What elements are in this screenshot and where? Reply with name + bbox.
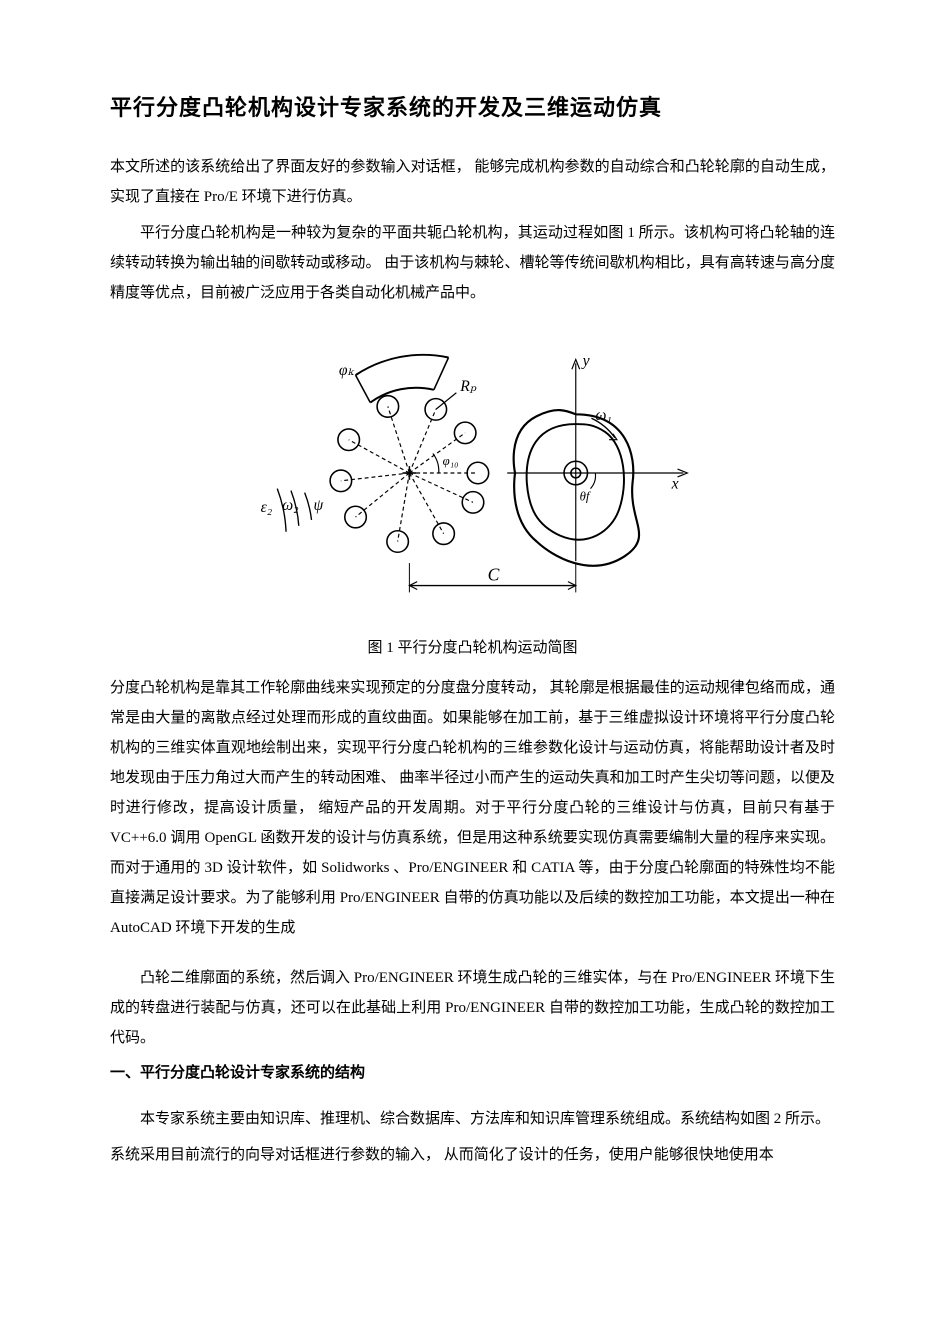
fig-label-x: x (670, 476, 678, 493)
fig-label-thetaf: θf (579, 489, 590, 503)
fig-label-phi10: φ₁₀ (442, 454, 458, 468)
fig-label-Rp: Rₚ (459, 378, 477, 395)
fig-label-omega2: ω₂ (282, 497, 299, 514)
fig-label-e2: ε₂ (260, 499, 272, 516)
figure-1: φₖ Rₚ φ₁₀ ω₂ ψ ε₂ ω₁ θf x y C 图 1 平行分度凸轮… (110, 328, 835, 657)
section-1-heading: 一、平行分度凸轮设计专家系统的结构 (110, 1061, 835, 1082)
paper-title: 平行分度凸轮机构设计专家系统的开发及三维运动仿真 (110, 90, 835, 122)
figure-1-svg: φₖ Rₚ φ₁₀ ω₂ ψ ε₂ ω₁ θf x y C (243, 328, 703, 618)
para-body-3: 分度凸轮机构是靠其工作轮廓曲线来实现预定的分度盘分度转动， 其轮廓是根据最佳的运… (110, 673, 835, 943)
para-intro-1: 本文所述的该系统给出了界面友好的参数输入对话框， 能够完成机构参数的自动综合和凸… (110, 152, 835, 212)
fig-label-psi: ψ (313, 497, 323, 514)
para-body-4: 凸轮二维廓面的系统，然后调入 Pro/ENGINEER 环境生成凸轮的三维实体，… (110, 963, 835, 1053)
para-body-6: 系统采用目前流行的向导对话框进行参数的输入， 从而简化了设计的任务，使用户能够很… (110, 1140, 835, 1170)
fig-label-y: y (580, 352, 589, 369)
figure-1-caption: 图 1 平行分度凸轮机构运动简图 (367, 636, 577, 657)
fig-label-phi-k: φₖ (338, 362, 354, 379)
fig-label-omega1: ω₁ (595, 407, 611, 424)
para-body-5: 本专家系统主要由知识库、推理机、综合数据库、方法库和知识库管理系统组成。系统结构… (110, 1104, 835, 1134)
para-intro-2: 平行分度凸轮机构是一种较为复杂的平面共轭凸轮机构，其运动过程如图 1 所示。该机… (110, 218, 835, 308)
fig-label-C: C (487, 565, 499, 585)
